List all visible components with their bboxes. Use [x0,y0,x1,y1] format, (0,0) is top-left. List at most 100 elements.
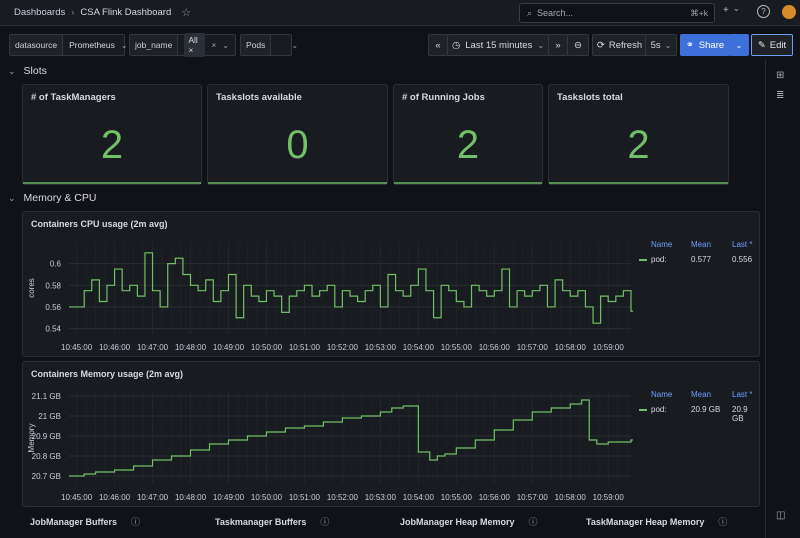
panel-title: Taskmanager Buffers [215,516,307,527]
info-icon[interactable]: ⓘ [718,517,728,527]
refresh-icon: ⟳ [596,39,605,51]
time-back-button[interactable]: « [428,34,448,56]
x-tick-label: 10:54:00 [403,493,435,502]
pods-label: Pods [241,35,272,55]
legend-series-name[interactable]: pod: [651,405,667,414]
x-tick-label: 10:46:00 [99,343,131,352]
right-rail: ⊞ ≣ ◫ [765,60,800,538]
pods-variable[interactable]: Pods ⌄ [240,34,298,56]
y-tick-label: 20.9 GB [32,432,61,441]
memory-chart: 10:45:00 10:46:00 10:47:00 10:48:00 10:49:00… [27,392,633,502]
avatar[interactable] [782,5,796,19]
y-tick-label: 0.58 [45,281,61,290]
breadcrumb-dashboards[interactable]: Dashboards [14,7,66,18]
x-tick-label: 10:55:00 [441,493,473,502]
sidebar-toggle-icon[interactable]: ◫ [776,510,786,521]
x-tick-label: 10:51:00 [289,343,321,352]
row-memory-cpu-title: Memory & CPU [23,192,97,204]
share-label: Share [698,39,725,51]
legend-last-value: 0.556 [732,255,753,264]
memory-usage-panel[interactable]: Containers Memory usage (2m avg) 10:45:0… [22,361,760,507]
time-forward-button[interactable]: » [548,34,568,56]
stat-panel-taskslots-total[interactable]: Taskslots total 2 [548,84,729,185]
stat-sparkline [549,182,728,184]
help-icon[interactable]: ? [757,5,770,18]
job-name-value: All [188,35,198,45]
x-tick-label: 10:55:00 [441,343,473,352]
legend-series-name[interactable]: pod: [651,255,667,264]
stat-panel-taskmanagers[interactable]: # of TaskManagers 2 [22,84,202,185]
legend-mean-value: 20.9 GB [691,405,721,414]
info-icon[interactable]: ⓘ [528,517,538,527]
x-tick-label: 10:53:00 [365,493,397,502]
x-tick-label: 10:49:00 [213,493,245,502]
edit-button[interactable]: ✎ Edit [751,34,793,56]
stat-title: # of Running Jobs [402,92,485,103]
add-panel-icon[interactable]: ⊞ [776,70,785,81]
y-tick-label: 0.54 [45,325,61,334]
pencil-icon: ✎ [757,39,766,51]
stat-panel-taskslots-available[interactable]: Taskslots available 0 [207,84,388,185]
time-range-picker[interactable]: ◷ Last 15 minutes ⌄ [447,34,549,56]
refresh-button[interactable]: ⟳ Refresh [592,34,647,56]
x-tick-label: 10:50:00 [251,493,283,502]
legend-last-header[interactable]: Last * [732,390,753,399]
chevron-down-icon: ⌄ [664,40,672,50]
series-line [69,252,633,324]
panel-title: JobManager Heap Memory [400,516,515,527]
legend-name-header[interactable]: Name [651,240,673,249]
cpu-chart: 10:45:00 10:46:00 10:47:00 10:48:00 10:49:00… [27,242,633,352]
legend-last-header[interactable]: Last * [732,240,753,249]
outline-icon[interactable]: ≣ [776,90,785,101]
info-icon[interactable]: ⓘ [320,517,330,527]
x-tick-label: 10:45:00 [61,493,93,502]
legend-name-header[interactable]: Name [651,390,673,399]
search-input[interactable]: ⌕ Search... ⌘+k [519,3,715,23]
legend-mean-header[interactable]: Mean [691,240,712,249]
x-tick-label: 10:56:00 [479,493,511,502]
info-icon[interactable]: ⓘ [131,517,141,527]
chevron-down-icon: ⌄ [537,40,545,50]
panel-taskmanager-heap[interactable]: TaskManager Heap Memory ⓘ [586,515,727,528]
panel-title: Containers Memory usage (2m avg) [31,369,184,379]
plus-chevron-icon[interactable]: ⌄ [733,4,740,13]
star-icon[interactable]: ☆ [181,7,192,19]
stat-panel-running-jobs[interactable]: # of Running Jobs 2 [393,84,543,185]
stat-title: # of TaskManagers [31,92,116,103]
panel-taskmanager-buffers[interactable]: Taskmanager Buffers ⓘ [215,515,329,528]
legend-mean-header[interactable]: Mean [691,390,712,399]
job-name-chip: All × [184,33,206,57]
cpu-usage-panel[interactable]: Containers CPU usage (2m avg) 10:45:00 10… [22,211,760,357]
y-axis-label: Memory [27,424,36,453]
x-tick-label: 10:49:00 [213,343,245,352]
y-axis-label: cores [27,278,36,298]
close-icon[interactable]: × [188,45,194,55]
panel-title: Containers CPU usage (2m avg) [31,219,168,229]
y-tick-label: 21.1 GB [32,392,61,401]
stat-sparkline [208,182,387,184]
row-slots[interactable]: ⌄ Slots [8,65,47,77]
x-tick-label: 10:59:00 [593,343,625,352]
series-line [69,399,633,477]
x-tick-label: 10:54:00 [403,343,435,352]
search-shortcut: ⌘+k [690,7,708,18]
legend-swatch [639,409,647,411]
chevron-down-icon: ⌄ [735,40,743,50]
edit-label: Edit [769,39,787,51]
datasource-variable[interactable]: datasource Prometheus ⌄ [9,34,128,56]
refresh-interval-picker[interactable]: 5s ⌄ [645,34,677,56]
share-button[interactable]: ⚭ Share [680,34,730,56]
y-tick-label: 20.8 GB [32,452,61,461]
x-tick-label: 10:48:00 [175,343,207,352]
stat-value: 2 [456,123,480,167]
panel-jobmanager-heap[interactable]: JobManager Heap Memory ⓘ [400,515,538,528]
plus-icon[interactable]: + [723,5,729,16]
clear-icon[interactable]: × [211,40,217,50]
row-memory-cpu[interactable]: ⌄ Memory & CPU [8,192,96,204]
zoom-out-button[interactable]: ⊖ [567,34,589,56]
panel-title: JobManager Buffers [30,516,118,527]
job-name-variable[interactable]: job_name All × × ⌄ [129,33,236,57]
legend-last-value: 20.9 GB [732,405,748,423]
share-dropdown-button[interactable]: ⌄ [729,34,749,56]
panel-jobmanager-buffers[interactable]: JobManager Buffers ⓘ [30,515,140,528]
